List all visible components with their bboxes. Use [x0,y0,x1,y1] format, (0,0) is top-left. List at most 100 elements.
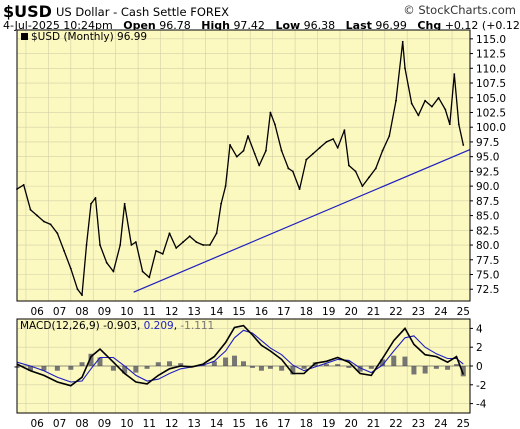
chg-label: Chg [417,19,442,32]
price-y-tick-label: 77.5 [476,255,499,267]
price-point [410,102,413,105]
price-point [312,152,314,155]
low-label: Low [275,19,301,32]
price-point [269,111,272,114]
price-x-tick-label: 08 [75,306,88,318]
price-x-axis: 06 07 08 09 10 11 12 13 14 15 16 17 18 19 20 21 22 23 24 25 [30,306,469,318]
price-point [141,270,144,273]
macd-histogram-bar [346,366,352,368]
price-point [258,164,261,167]
price-legend-label: $USD (Monthly) 96.99 [31,31,147,43]
low-value: 96.38 [303,19,336,32]
price-y-tick-label: 115.0 [476,34,506,46]
macd-x-tick-label: 25 [457,418,470,429]
price-point [253,152,256,155]
price-x-tick-label: 17 [277,306,290,318]
svg-text:MACD(12,26,9) -0.903,: MACD(12,26,9) -0.903, 0.209, -1.111 [20,320,214,332]
macd-series-layer [14,324,470,387]
price-point [208,244,211,246]
price-point [318,146,321,149]
price-point [90,202,92,205]
price-y-tick-label: 87.5 [476,196,499,208]
price-y-tick-label: 102.5 [476,107,506,119]
price-point [161,252,164,255]
macd-histogram-bar [323,364,329,366]
macd-histogram-bar [223,357,229,366]
price-y-tick-label: 95.0 [476,152,499,164]
price-legend: $USD (Monthly) 96.99 [21,31,147,43]
macd-x-tick-label: 14 [210,418,224,429]
price-point [229,143,231,146]
macd-histogram-bar [402,356,408,366]
price-y-tick-label: 112.5 [476,49,506,61]
price-point [247,135,249,137]
macd-histogram-bar [144,366,150,369]
price-y-tick-label: 80.0 [476,240,499,252]
macd-histogram-bar [178,363,184,366]
macd-histogram-bar [258,366,264,371]
price-x-tick-label: 18 [300,306,313,318]
price-x-tick-label: 07 [53,306,66,318]
macd-histogram-bar [368,366,374,369]
price-point [388,135,391,137]
price-point [112,270,115,273]
macd-histogram-bar [41,366,47,371]
macd-histogram-bar [290,366,296,375]
macd-y-tick-label: 4 [476,323,483,335]
high-value: 97.42 [233,19,265,32]
quote-line: 4-Jul-2025 10:24pm Open 96.78 High 97.42… [3,19,520,32]
price-point [298,188,301,190]
price-point [291,170,294,173]
macd-histogram-bar [110,366,116,371]
price-x-tick-label: 22 [389,306,402,318]
price-point [56,232,59,235]
price-point [235,155,238,158]
macd-histogram-bar [445,366,451,370]
price-x-tick-label: 24 [434,306,448,318]
macd-histogram-bar [133,366,139,373]
macd-histogram-bar [460,366,466,377]
price-point [69,267,72,270]
macd-y-tick-label: -2 [476,380,486,392]
price-point [63,250,65,252]
macd-histogram-bar [454,364,460,366]
macd-x-tick-label: 23 [412,418,425,429]
price-point [348,164,350,167]
price-y-axis: 72.5 75.0 77.5 80.0 82.5 85.0 87.5 90.0 92.5 95.0… [470,34,506,296]
price-point [215,232,218,235]
price-point [280,149,283,152]
price-y-tick-label: 75.0 [476,269,499,281]
macd-histogram-bar [335,364,341,366]
macd-x-tick-label: 24 [434,418,448,429]
macd-x-tick-label: 21 [367,418,380,429]
price-point [49,223,52,226]
price-y-tick-label: 110.0 [476,63,506,75]
chart-symbol: $USD [3,2,52,21]
price-point [168,232,171,235]
price-point [148,276,151,279]
price-point [175,247,178,249]
price-point [287,167,290,170]
macd-histogram-bar [433,366,439,369]
price-x-tick-label: 10 [120,306,133,318]
price-point [220,202,222,205]
price-x-tick-label: 23 [412,306,425,318]
price-x-tick-label: 16 [255,306,269,318]
price-point [332,138,335,140]
price-point [444,108,447,111]
price-point [265,149,267,152]
price-point [374,167,377,170]
macd-histogram-bar [391,355,397,366]
price-point [453,73,456,76]
price-point [448,123,451,126]
macd-histogram-bar [411,366,417,375]
price-x-tick-label: 19 [322,306,335,318]
open-value: 96.78 [159,19,191,32]
price-point [99,244,101,246]
chg-value: +0.12 (+0.12%) [444,19,520,32]
macd-histogram-bar [357,366,363,372]
macd-x-tick-label: 20 [344,418,357,429]
macd-x-tick-label: 11 [143,418,156,429]
macd-histogram-bar [166,361,172,366]
macd-x-tick-label: 06 [30,418,44,429]
